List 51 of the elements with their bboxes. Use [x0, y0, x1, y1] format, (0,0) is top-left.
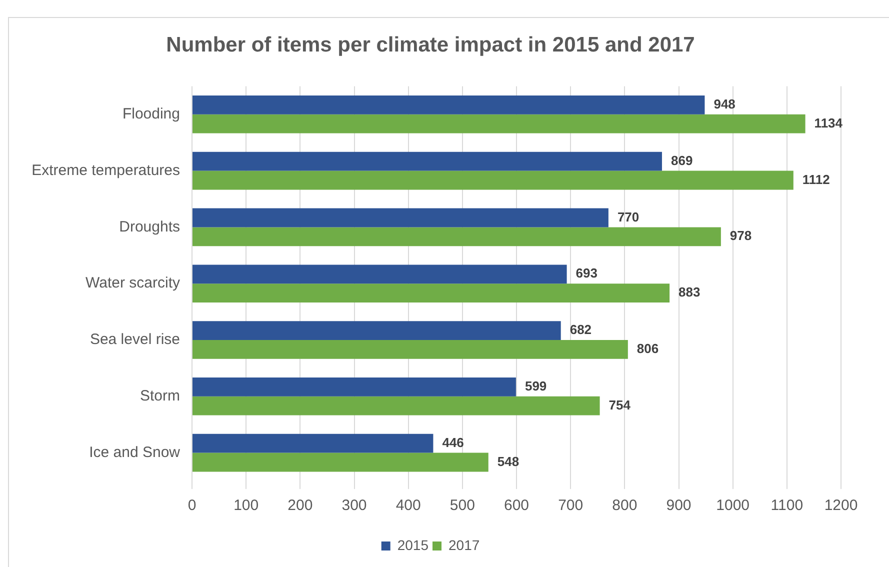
data-label: 548	[497, 454, 520, 469]
y-tick-label: Droughts	[119, 218, 180, 236]
data-label: 682	[570, 322, 592, 338]
data-label: 806	[636, 341, 659, 356]
x-tick-label: 200	[288, 497, 313, 514]
y-tick-label: Storm	[140, 388, 180, 405]
x-tick-label: 1000	[716, 497, 750, 514]
bar	[192, 208, 608, 228]
data-label: 1112	[802, 172, 830, 187]
data-label: 770	[617, 209, 640, 224]
bar	[192, 284, 670, 302]
y-tick-label: Extreme temperatures	[32, 162, 180, 179]
bar	[192, 264, 567, 284]
data-label: 883	[678, 284, 700, 300]
x-tick-label: 1100	[770, 497, 804, 514]
bar	[192, 321, 561, 340]
data-label: 446	[442, 434, 464, 450]
y-tick-label: Flooding	[122, 106, 180, 123]
x-tick-label: 500	[450, 497, 475, 514]
bar	[192, 434, 434, 453]
data-label: 978	[730, 228, 752, 244]
bar	[192, 114, 806, 134]
bar	[192, 452, 488, 472]
legend-label: 2015	[397, 536, 429, 553]
bar	[192, 378, 516, 396]
data-label: 1134	[814, 115, 844, 130]
y-tick-label: Water scarcity	[86, 274, 180, 292]
x-tick-label: 400	[396, 497, 421, 514]
bar	[192, 96, 705, 114]
bar	[192, 227, 721, 246]
data-label: 754	[608, 397, 632, 412]
bar	[192, 170, 794, 190]
chart-title: Number of items per climate impact in 2015 and 2017	[166, 33, 695, 56]
data-label: 948	[714, 96, 736, 112]
data-label: 693	[576, 266, 598, 281]
bar	[192, 396, 600, 416]
data-label: 869	[670, 152, 693, 168]
x-tick-label: 1200	[824, 497, 858, 514]
x-tick-label: 300	[342, 497, 367, 514]
y-tick-label: Sea level rise	[90, 331, 180, 348]
x-tick-label: 600	[504, 497, 530, 514]
x-tick-label: 800	[612, 497, 638, 514]
data-label: 599	[524, 378, 547, 394]
x-tick-label: 700	[558, 497, 584, 514]
legend-label: 2017	[448, 536, 480, 553]
x-tick-label: 100	[234, 497, 259, 514]
bar	[192, 340, 628, 359]
x-tick-label: 900	[666, 497, 692, 514]
y-tick-label: Ice and Snow	[89, 444, 180, 461]
x-tick-label: 0	[188, 497, 196, 514]
bar	[192, 152, 662, 171]
